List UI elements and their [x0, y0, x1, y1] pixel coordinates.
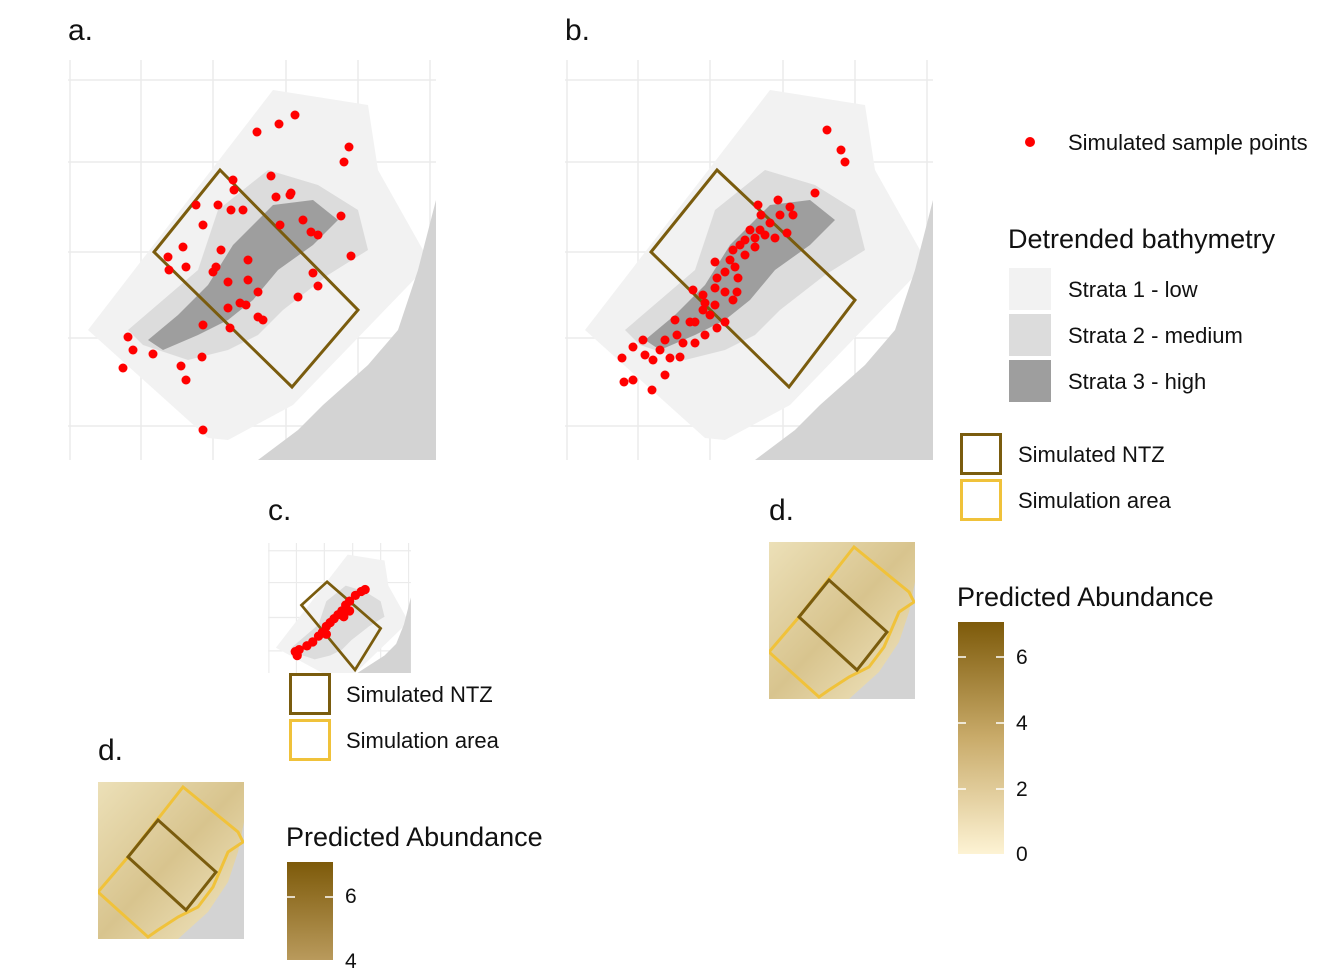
land-area: [258, 200, 436, 460]
panel-label-c: c.: [268, 494, 292, 527]
legend-strata-3-label: Strata 3 - high: [1068, 369, 1207, 394]
panel-label-b: b.: [565, 14, 591, 47]
abundance-tick-4: 4: [1016, 712, 1028, 735]
map-panel-b: [565, 60, 933, 460]
bathymetry-strata-3: [148, 200, 338, 350]
abundance-tick-6: 6: [1016, 646, 1028, 669]
simulation-area-outline: [98, 784, 244, 939]
sample-points-a: [118, 110, 356, 435]
legend-abundance-colorbar: [958, 622, 1004, 854]
abundance-tick-0: 0: [1016, 843, 1028, 866]
legend-abundance-title: Predicted Abundance: [957, 582, 1214, 612]
legend-sim-area-label: Simulation area: [1018, 488, 1171, 513]
simulated-ntz-outline: [299, 579, 383, 673]
legend-point-marker: [1025, 137, 1035, 147]
simulated-ntz-outline: [796, 577, 890, 673]
simulation-area-outline: [769, 544, 915, 699]
simulated-ntz-outline: [648, 167, 858, 390]
legend-c-sim-area-label: Simulation area: [346, 728, 499, 753]
map-panel-d-bottom: [98, 782, 244, 939]
land-area: [357, 597, 411, 673]
map-panel-d-top: [769, 542, 915, 699]
legend-abundance-title-bottom: Predicted Abundance: [286, 822, 543, 852]
legend-swatch-strata-2: [1009, 314, 1051, 356]
sample-points-c: [290, 584, 370, 661]
legend-swatch-strata-1: [1009, 268, 1051, 310]
legend-strata-2-label: Strata 2 - medium: [1068, 323, 1243, 348]
legend-c-swatch-ntz: [289, 673, 331, 715]
map-panel-c: [268, 543, 411, 673]
simulated-ntz-outline: [151, 167, 361, 390]
map-panel-a: [68, 60, 436, 460]
land-area: [849, 582, 915, 699]
land-area: [178, 822, 244, 939]
abundance-bottom-tick-4: 4: [345, 950, 357, 973]
panel-label-d-top: d.: [769, 494, 795, 527]
sample-points-b: [617, 125, 850, 395]
legend-swatch-strata-3: [1009, 360, 1051, 402]
panel-label-d-bottom: d.: [98, 734, 124, 767]
legend-swatch-ntz: [960, 433, 1002, 475]
legend-abundance-colorbar-bottom: [287, 862, 333, 960]
abundance-tick-2: 2: [1016, 778, 1028, 801]
abundance-bottom-tick-6: 6: [345, 885, 357, 908]
legend-points-label: Simulated sample points: [1068, 130, 1308, 155]
legend-ntz-label: Simulated NTZ: [1018, 442, 1165, 467]
legend-swatch-sim-area: [960, 479, 1002, 521]
simulated-ntz-outline: [125, 817, 219, 913]
land-area: [755, 200, 933, 460]
legend-strata-1-label: Strata 1 - low: [1068, 277, 1198, 302]
legend-c-swatch-sim-area: [289, 719, 331, 761]
panel-label-a: a.: [68, 14, 94, 47]
legend-bathymetry-title: Detrended bathymetry: [1008, 224, 1276, 254]
legend-c-ntz-label: Simulated NTZ: [346, 682, 493, 707]
